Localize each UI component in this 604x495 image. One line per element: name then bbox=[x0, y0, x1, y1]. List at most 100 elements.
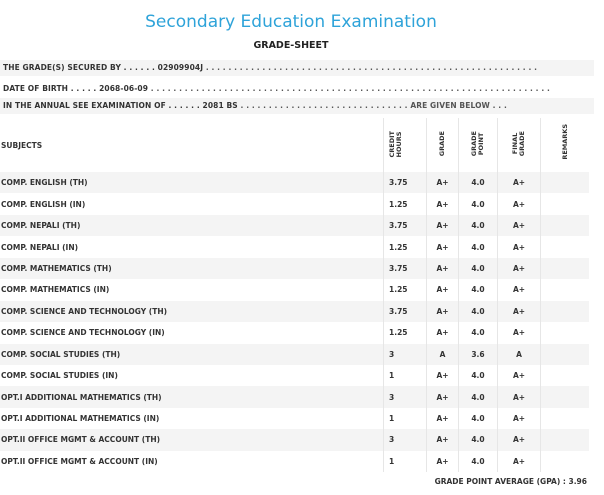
grade-cell: A+ bbox=[426, 386, 459, 408]
exam-year: 2081 BS bbox=[202, 101, 238, 110]
grade-cell: A+ bbox=[426, 236, 459, 258]
final-grade-cell: A+ bbox=[497, 193, 541, 215]
remarks-cell bbox=[541, 193, 590, 214]
table-row: OPT.II OFFICE MGMT & ACCOUNT (IN) 1 A+ 4.0 A… bbox=[0, 450, 590, 473]
subject-cell: COMP. ENGLISH (TH) bbox=[0, 172, 384, 194]
credit-hours-cell: 1.25 bbox=[383, 279, 427, 301]
remarks-cell bbox=[540, 429, 589, 451]
remarks-cell bbox=[540, 300, 589, 323]
table-row: OPT.I ADDITIONAL MATHEMATICS (IN) 1 A+ 4.0 A… bbox=[0, 407, 590, 430]
credit-hours-cell: 1 bbox=[383, 450, 427, 473]
header-final-grade: FINAL GRADE bbox=[497, 118, 541, 172]
grade-point-cell: 4.0 bbox=[458, 279, 498, 301]
header-remarks: REMARKS bbox=[560, 124, 569, 160]
grade-cell: A bbox=[426, 343, 459, 365]
exam-line: IN THE ANNUAL SEE EXAMINATION OF . . . .… bbox=[0, 98, 594, 114]
grade-cell: A+ bbox=[426, 429, 459, 451]
subject-cell: COMP. MATHEMATICS (IN) bbox=[0, 279, 384, 301]
final-grade-cell: A+ bbox=[497, 407, 541, 430]
gpa-summary: GRADE POINT AVERAGE (GPA) : 3.96 bbox=[435, 477, 587, 486]
remarks-cell bbox=[541, 236, 590, 257]
subject-cell: COMP. NEPALI (IN) bbox=[0, 236, 384, 258]
final-grade-cell: A+ bbox=[497, 386, 541, 408]
grade-point-cell: 4.0 bbox=[458, 386, 498, 408]
dob-prefix: DATE OF BIRTH . . . . . bbox=[3, 84, 97, 93]
credit-hours-cell: 3.75 bbox=[383, 300, 427, 323]
date-of-birth-line: DATE OF BIRTH . . . . . 2068-06-09 . . .… bbox=[3, 82, 550, 96]
remarks-cell bbox=[540, 386, 589, 408]
grades-table: SUBJECTS CREDIT HOURS GRADE GRADE POINT … bbox=[0, 118, 590, 473]
table-row: COMP. NEPALI (TH) 3.75 A+ 4.0 A+ bbox=[0, 214, 589, 237]
table-row: COMP. MATHEMATICS (IN) 1.25 A+ 4.0 A+ bbox=[0, 279, 589, 301]
final-grade-cell: A+ bbox=[497, 214, 541, 237]
table-row: COMP. NEPALI (IN) 1.25 A+ 4.0 A+ bbox=[0, 236, 590, 258]
subject-cell: COMP. SCIENCE AND TECHNOLOGY (IN) bbox=[0, 322, 384, 344]
exam-suffix: . . . . . . . . . . . . . . . . . . . . … bbox=[240, 101, 507, 110]
final-grade-cell: A+ bbox=[497, 450, 541, 473]
table-row: COMP. SOCIAL STUDIES (IN) 1 A+ 4.0 A+ bbox=[0, 364, 590, 387]
grade-point-cell: 4.0 bbox=[458, 236, 498, 258]
symbol-number: 02909904J bbox=[157, 63, 204, 72]
grade-cell: A+ bbox=[426, 279, 459, 301]
remarks-cell bbox=[540, 257, 589, 280]
grade-cell: A+ bbox=[426, 214, 459, 237]
final-grade-cell: A+ bbox=[497, 279, 541, 301]
table-row: OPT.I ADDITIONAL MATHEMATICS (TH) 3 A+ 4.0 A… bbox=[0, 386, 589, 408]
grade-cell: A+ bbox=[426, 364, 459, 387]
table-row: OPT.II OFFICE MGMT & ACCOUNT (TH) 3 A+ 4.0 A… bbox=[0, 429, 589, 451]
final-grade-cell: A+ bbox=[497, 257, 541, 280]
remarks-cell bbox=[541, 451, 590, 472]
table-row: COMP. SCIENCE AND TECHNOLOGY (IN) 1.25 A+ 4… bbox=[0, 322, 590, 344]
grade-cell: A+ bbox=[426, 322, 459, 344]
grade-point-cell: 4.0 bbox=[458, 429, 498, 451]
gpa-label: GRADE POINT AVERAGE (GPA) : bbox=[434, 477, 566, 486]
remarks-cell bbox=[540, 343, 589, 365]
subject-cell: OPT.II OFFICE MGMT & ACCOUNT (TH) bbox=[0, 429, 384, 451]
grade-cell: A+ bbox=[426, 257, 459, 280]
table-row: COMP. ENGLISH (TH) 3.75 A+ 4.0 A+ bbox=[0, 172, 589, 194]
secured-by-dots: . . . . . . . . . . . . . . . . . . . . … bbox=[205, 63, 538, 72]
table-row: COMP. SOCIAL STUDIES (TH) 3 A 3.6 A bbox=[0, 343, 589, 365]
exam-title: Secondary Education Examination bbox=[145, 12, 437, 32]
credit-hours-cell: 3 bbox=[383, 386, 427, 408]
subject-cell: COMP. SCIENCE AND TECHNOLOGY (TH) bbox=[0, 300, 384, 323]
grade-point-cell: 3.6 bbox=[458, 343, 498, 365]
final-grade-cell: A+ bbox=[497, 322, 541, 344]
secured-by-line: THE GRADE(S) SECURED BY . . . . . . 0290… bbox=[0, 60, 594, 76]
grade-cell: A+ bbox=[426, 193, 459, 215]
header-grade: GRADE bbox=[426, 118, 459, 172]
date-of-birth: 2068-06-09 bbox=[99, 84, 149, 93]
table-row: COMP. MATHEMATICS (TH) 3.75 A+ 4.0 A+ bbox=[0, 257, 589, 280]
grade-point-cell: 4.0 bbox=[458, 172, 498, 194]
subject-cell: OPT.I ADDITIONAL MATHEMATICS (IN) bbox=[0, 407, 384, 430]
grade-cell: A+ bbox=[426, 450, 459, 473]
remarks-cell bbox=[541, 322, 590, 343]
exam-prefix: IN THE ANNUAL SEE EXAMINATION OF . . . .… bbox=[3, 101, 200, 110]
secured-by-prefix: THE GRADE(S) SECURED BY . . . . . . bbox=[3, 63, 155, 72]
subject-cell: OPT.II OFFICE MGMT & ACCOUNT (IN) bbox=[0, 450, 384, 473]
grade-point-cell: 4.0 bbox=[458, 300, 498, 323]
gpa-value: 3.96 bbox=[568, 477, 587, 486]
remarks-cell bbox=[541, 408, 590, 429]
remarks-cell bbox=[541, 365, 590, 386]
final-grade-cell: A bbox=[497, 343, 541, 365]
final-grade-cell: A+ bbox=[497, 300, 541, 323]
grade-point-cell: 4.0 bbox=[458, 407, 498, 430]
credit-hours-cell: 3 bbox=[383, 429, 427, 451]
subject-cell: COMP. NEPALI (TH) bbox=[0, 214, 384, 237]
credit-hours-cell: 3 bbox=[383, 343, 427, 365]
final-grade-cell: A+ bbox=[497, 429, 541, 451]
grade-point-cell: 4.0 bbox=[458, 193, 498, 215]
grade-point-cell: 4.0 bbox=[458, 450, 498, 473]
header-grade-point: GRADE POINT bbox=[458, 118, 498, 172]
credit-hours-cell: 1.25 bbox=[383, 322, 427, 344]
subject-cell: COMP. SOCIAL STUDIES (IN) bbox=[0, 364, 384, 387]
final-grade-cell: A+ bbox=[497, 172, 541, 194]
subject-cell: COMP. SOCIAL STUDIES (TH) bbox=[0, 343, 384, 365]
remarks-cell bbox=[540, 172, 589, 194]
grade-point-cell: 4.0 bbox=[458, 322, 498, 344]
grade-point-cell: 4.0 bbox=[458, 257, 498, 280]
grade-point-cell: 4.0 bbox=[458, 364, 498, 387]
grade-point-cell: 4.0 bbox=[458, 214, 498, 237]
grade-sheet-heading: GRADE-SHEET bbox=[253, 40, 329, 51]
